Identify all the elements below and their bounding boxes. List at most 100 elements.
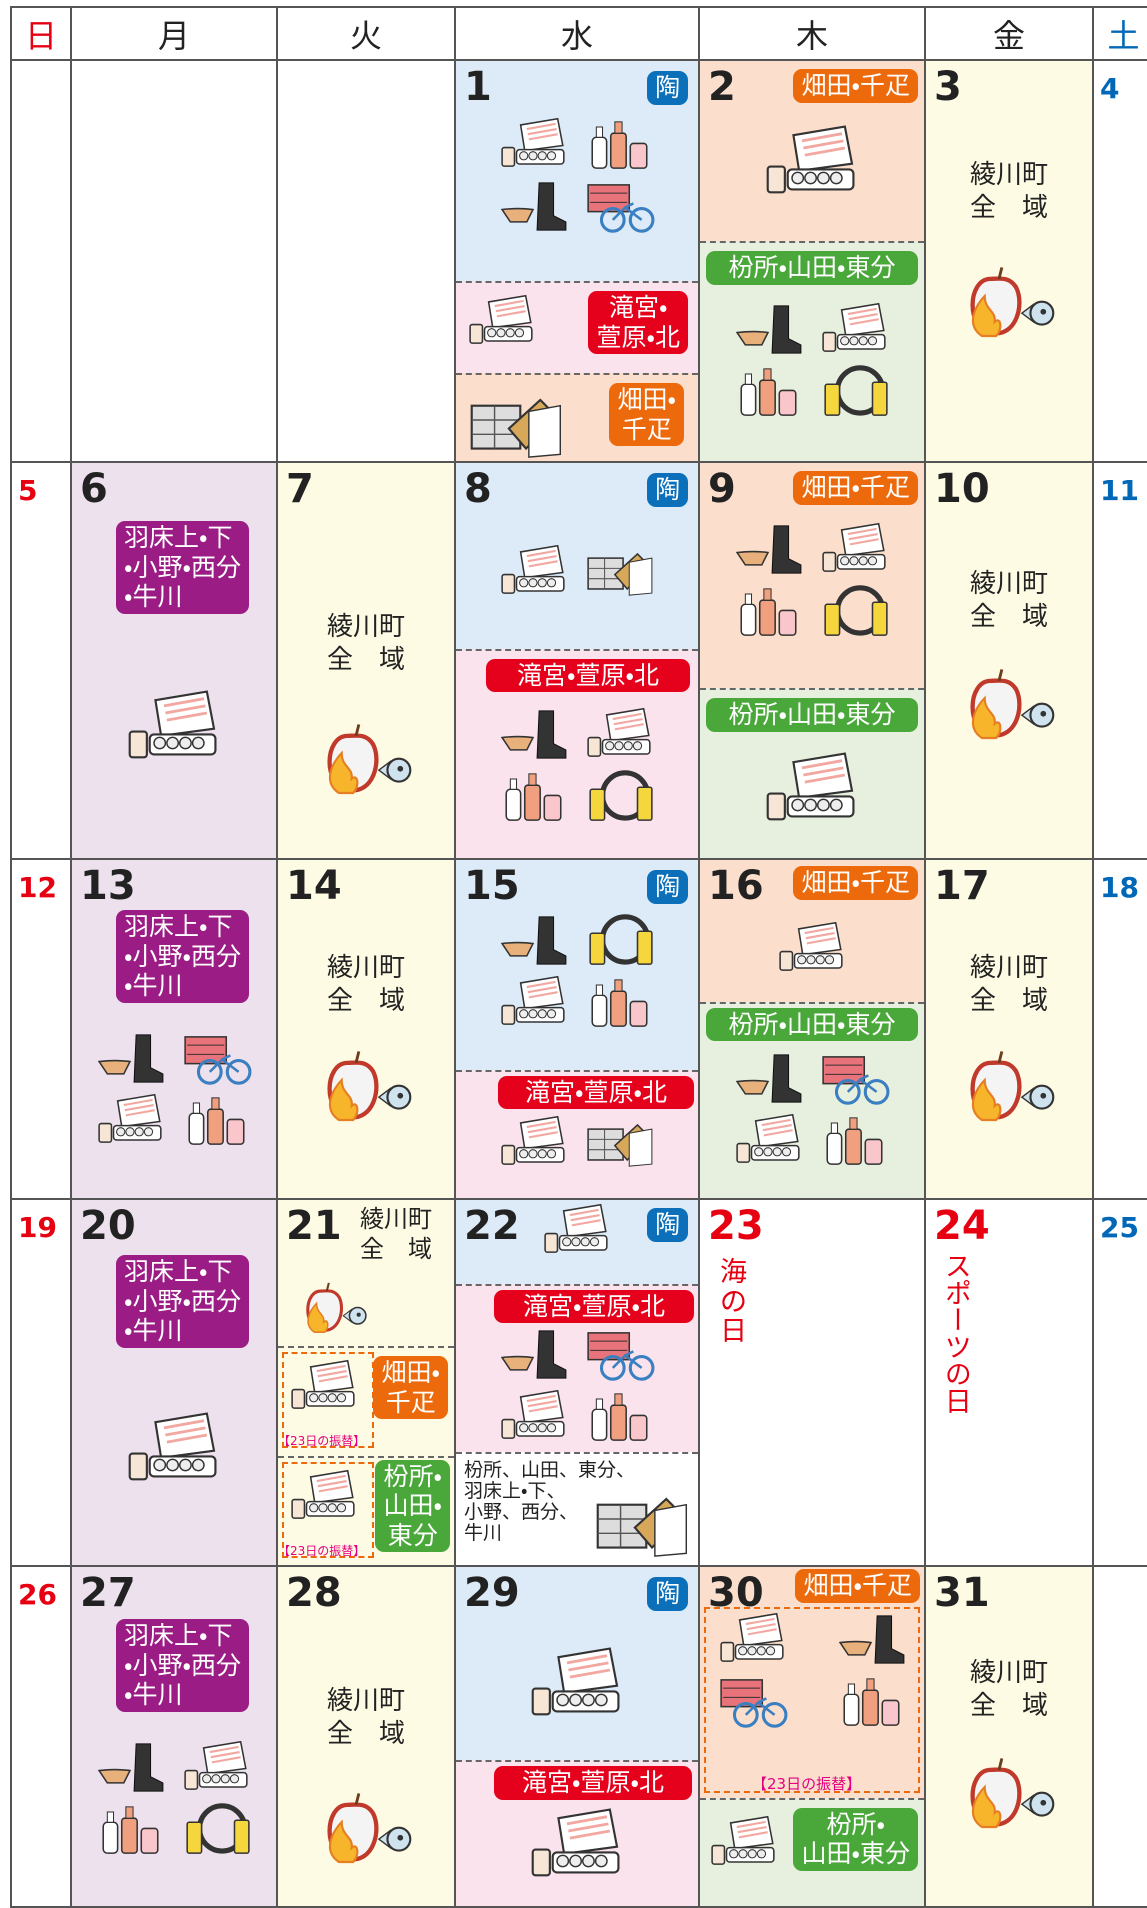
use	[840, 1616, 904, 1663]
hd: 月	[72, 8, 276, 59]
ic	[498, 178, 570, 236]
cell: 31 綾川町 全 域	[926, 1567, 1092, 1906]
ic	[733, 301, 805, 359]
use	[588, 708, 650, 755]
box	[282, 1461, 374, 1558]
ic	[181, 1739, 253, 1797]
num: 24	[934, 1203, 990, 1249]
cell: 24 スポーツの日	[926, 1200, 1092, 1565]
use	[592, 980, 647, 1026]
ic	[288, 1358, 360, 1416]
ic	[95, 1092, 167, 1150]
tag: 陶	[646, 71, 688, 105]
num: 19	[18, 1211, 57, 1244]
sec: 綾川町 全 域	[278, 1200, 454, 1346]
ics	[456, 912, 698, 1032]
use	[590, 917, 652, 964]
sec: 滝宮・萱原・北	[456, 648, 698, 858]
tag: 畑田・ 千疋	[373, 1356, 448, 1419]
tag: 滝宮・萱原・北	[486, 658, 690, 693]
use	[292, 1361, 354, 1408]
ic	[584, 1114, 656, 1172]
ic	[466, 385, 566, 461]
tag: 枌所・山田・東分	[706, 1007, 918, 1042]
cell: 27 羽床上・下 ・小野・西分 ・牛川	[72, 1567, 276, 1906]
cell: 15 陶 滝宮・萱原・北	[456, 860, 698, 1198]
ics	[72, 1410, 276, 1490]
ic	[498, 1114, 570, 1172]
use	[308, 1283, 366, 1332]
use	[185, 1742, 247, 1789]
cell: 1 陶 滝宮・ 萱原・北 畑田・ 千疋	[456, 61, 698, 461]
ic	[466, 293, 538, 351]
ic	[124, 1410, 224, 1490]
use	[827, 1118, 882, 1164]
ic	[181, 1801, 253, 1859]
cell: 4	[1094, 61, 1147, 461]
num: 12	[18, 871, 57, 904]
ic	[181, 1092, 253, 1150]
use	[502, 1116, 564, 1163]
num: 29	[464, 1570, 520, 1616]
use	[823, 304, 885, 351]
ics	[926, 261, 1092, 341]
cell: 28 綾川町 全 域	[278, 1567, 454, 1906]
cell: 13 羽床上・下 ・小野・西分 ・牛川	[72, 860, 276, 1198]
use	[768, 127, 854, 193]
ic	[584, 912, 656, 970]
use	[502, 1391, 564, 1438]
ics	[278, 1045, 454, 1125]
use	[502, 546, 564, 593]
note: 【23日の振替】	[278, 1543, 366, 1558]
cell: 11	[1094, 463, 1147, 858]
ic	[498, 768, 570, 826]
ics	[926, 663, 1092, 743]
hol: スポーツの日	[939, 1252, 971, 1414]
ic	[527, 1645, 627, 1725]
tag: 羽床上・下 ・小野・西分 ・牛川	[116, 521, 250, 614]
ic	[717, 1673, 789, 1731]
use	[721, 1614, 783, 1661]
cell: 29 陶 滝宮・萱原・北	[456, 1567, 698, 1906]
area-text: 綾川町 全 域	[969, 160, 1048, 223]
use	[737, 526, 801, 573]
cell: 7 綾川町 全 域	[278, 463, 454, 858]
cell	[12, 61, 70, 461]
sec: 枌所・ 山田・東分	[700, 1797, 924, 1906]
tag: 枌所・ 山田・ 東分	[375, 1459, 450, 1552]
ic	[298, 1278, 370, 1336]
tag: 枌所・山田・東分	[706, 251, 918, 285]
sec: 滝宮・萱原・北	[456, 1069, 698, 1198]
cell: 10 綾川町 全 域	[926, 463, 1092, 858]
use	[470, 296, 532, 343]
cell: 6 羽床上・下 ・小野・西分 ・牛川	[72, 463, 276, 858]
ic	[95, 1739, 167, 1797]
note: 【23日の振替】	[278, 1434, 366, 1448]
cell: 12	[12, 860, 70, 1198]
num: 10	[934, 466, 990, 512]
ics	[926, 1752, 1092, 1832]
use	[973, 267, 1054, 336]
ic	[819, 521, 891, 579]
cell: 14 綾川町 全 域	[278, 860, 454, 1198]
ic	[498, 974, 570, 1032]
cell: 20 羽床上・下 ・小野・西分 ・牛川	[72, 1200, 276, 1565]
cell: 3 綾川町 全 域	[926, 61, 1092, 461]
box	[282, 1352, 374, 1448]
num: 16	[708, 863, 764, 909]
ics	[298, 1278, 370, 1336]
ics	[72, 1739, 276, 1859]
sec: 滝宮・萱原・北	[456, 1760, 698, 1906]
num: 23	[708, 1203, 764, 1249]
ic	[836, 1611, 908, 1669]
sec: 陶	[456, 1200, 698, 1284]
ics	[278, 1787, 454, 1867]
cell: 2 畑田・千疋 枌所・山田・東分	[700, 61, 924, 461]
num: 6	[80, 466, 108, 512]
use	[588, 554, 652, 595]
use	[533, 1810, 619, 1876]
num: 4	[1100, 72, 1120, 105]
num: 9	[708, 466, 736, 512]
ic	[316, 718, 416, 798]
